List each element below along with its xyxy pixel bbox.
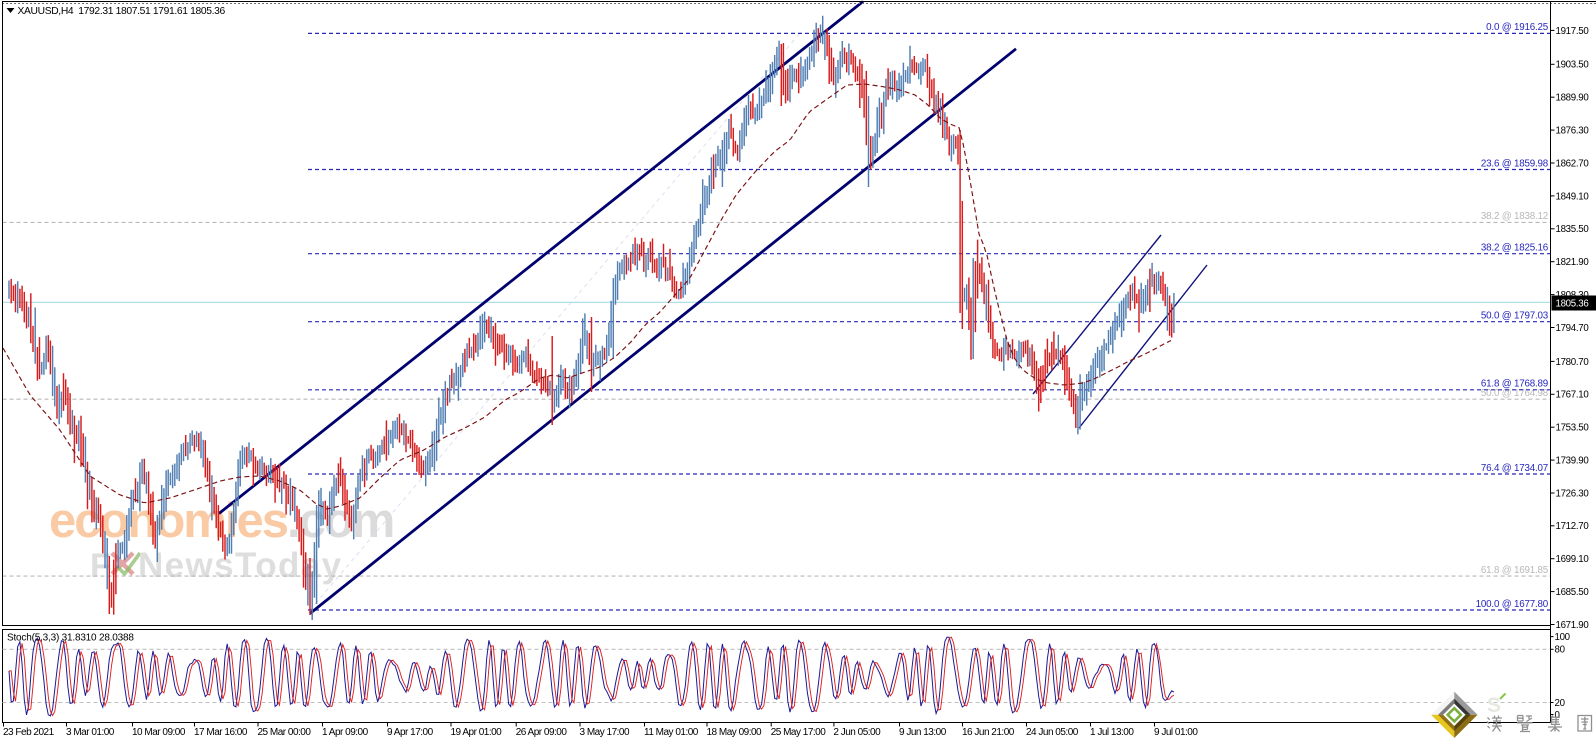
svg-text:9 Jul 01:00: 9 Jul 01:00 bbox=[1154, 727, 1198, 738]
svg-text:9 Apr 17:00: 9 Apr 17:00 bbox=[387, 727, 434, 738]
svg-text:20: 20 bbox=[1555, 698, 1566, 709]
svg-text:100.0 @ 1677.80: 100.0 @ 1677.80 bbox=[1476, 599, 1549, 610]
svg-text:1821.90: 1821.90 bbox=[1556, 257, 1590, 268]
svg-text:80: 80 bbox=[1555, 645, 1566, 656]
svg-text:S: S bbox=[1487, 694, 1501, 717]
svg-text:1835.50: 1835.50 bbox=[1556, 224, 1590, 235]
svg-text:16 Jun 21:00: 16 Jun 21:00 bbox=[962, 727, 1015, 738]
svg-text:76.4 @ 1734.07: 76.4 @ 1734.07 bbox=[1481, 463, 1548, 474]
svg-text:1 Jul 13:00: 1 Jul 13:00 bbox=[1090, 727, 1134, 738]
svg-text:3 May 17:00: 3 May 17:00 bbox=[580, 727, 630, 738]
svg-text:0.0 @ 1916.25: 0.0 @ 1916.25 bbox=[1486, 22, 1549, 33]
svg-text:24 Jun 05:00: 24 Jun 05:00 bbox=[1026, 727, 1079, 738]
svg-text:11 May 01:00: 11 May 01:00 bbox=[644, 727, 699, 738]
svg-text:1794.70: 1794.70 bbox=[1556, 323, 1590, 334]
svg-text:1876.30: 1876.30 bbox=[1556, 126, 1590, 137]
svg-text:1862.70: 1862.70 bbox=[1556, 158, 1590, 169]
svg-text:50.0 @ 1764.98: 50.0 @ 1764.98 bbox=[1481, 388, 1549, 399]
svg-text:1712.70: 1712.70 bbox=[1556, 521, 1590, 532]
svg-text:100: 100 bbox=[1555, 632, 1571, 643]
svg-text:1780.70: 1780.70 bbox=[1556, 357, 1590, 368]
svg-text:61.8 @ 1768.89: 61.8 @ 1768.89 bbox=[1481, 379, 1548, 390]
svg-text:1767.10: 1767.10 bbox=[1556, 390, 1590, 401]
svg-text:38.2 @ 1825.16: 38.2 @ 1825.16 bbox=[1481, 243, 1549, 254]
svg-text:1903.50: 1903.50 bbox=[1556, 60, 1590, 71]
svg-text:17 Mar 16:00: 17 Mar 16:00 bbox=[194, 727, 248, 738]
svg-text:1671.90: 1671.90 bbox=[1556, 620, 1590, 631]
svg-text:XAUUSD,H4 1792.31 1807.51 179: XAUUSD,H4 1792.31 1807.51 1791.61 1805.3… bbox=[18, 6, 226, 17]
svg-text:1685.50: 1685.50 bbox=[1556, 587, 1590, 598]
svg-text:1917.50: 1917.50 bbox=[1556, 26, 1590, 37]
svg-text:23 Feb 2021: 23 Feb 2021 bbox=[3, 727, 55, 738]
svg-text:9 Jun 13:00: 9 Jun 13:00 bbox=[899, 727, 947, 738]
svg-text:50.0 @ 1797.03: 50.0 @ 1797.03 bbox=[1481, 311, 1549, 322]
svg-text:26 Apr 09:00: 26 Apr 09:00 bbox=[516, 727, 568, 738]
svg-text:0: 0 bbox=[1555, 710, 1561, 721]
svg-text:25 May 17:00: 25 May 17:00 bbox=[771, 727, 827, 738]
svg-text:1 Apr 09:00: 1 Apr 09:00 bbox=[322, 727, 369, 738]
svg-text:1699.10: 1699.10 bbox=[1556, 554, 1590, 565]
svg-text:23.6 @ 1859.98: 23.6 @ 1859.98 bbox=[1481, 158, 1549, 169]
svg-text:1805.36: 1805.36 bbox=[1556, 299, 1589, 310]
svg-text:19 Apr 01:00: 19 Apr 01:00 bbox=[451, 727, 503, 738]
svg-text:1726.30: 1726.30 bbox=[1556, 488, 1590, 499]
svg-text:1753.50: 1753.50 bbox=[1556, 423, 1590, 434]
svg-text:18 May 09:00: 18 May 09:00 bbox=[707, 727, 763, 738]
svg-text:2 Jun 05:00: 2 Jun 05:00 bbox=[833, 727, 881, 738]
svg-text:61.8 @ 1691.85: 61.8 @ 1691.85 bbox=[1481, 565, 1549, 576]
svg-text:3 Mar 01:00: 3 Mar 01:00 bbox=[66, 727, 115, 738]
svg-text:10 Mar 09:00: 10 Mar 09:00 bbox=[132, 727, 186, 738]
svg-text:1739.90: 1739.90 bbox=[1556, 456, 1590, 467]
svg-text:Stoch(5,3,3) 31.8310 28.0388: Stoch(5,3,3) 31.8310 28.0388 bbox=[7, 633, 134, 644]
svg-text:25 Mar 00:00: 25 Mar 00:00 bbox=[258, 727, 312, 738]
svg-text:1889.90: 1889.90 bbox=[1556, 93, 1590, 104]
svg-text:38.2 @ 1838.12: 38.2 @ 1838.12 bbox=[1481, 211, 1548, 222]
svg-text:1849.10: 1849.10 bbox=[1556, 191, 1590, 202]
